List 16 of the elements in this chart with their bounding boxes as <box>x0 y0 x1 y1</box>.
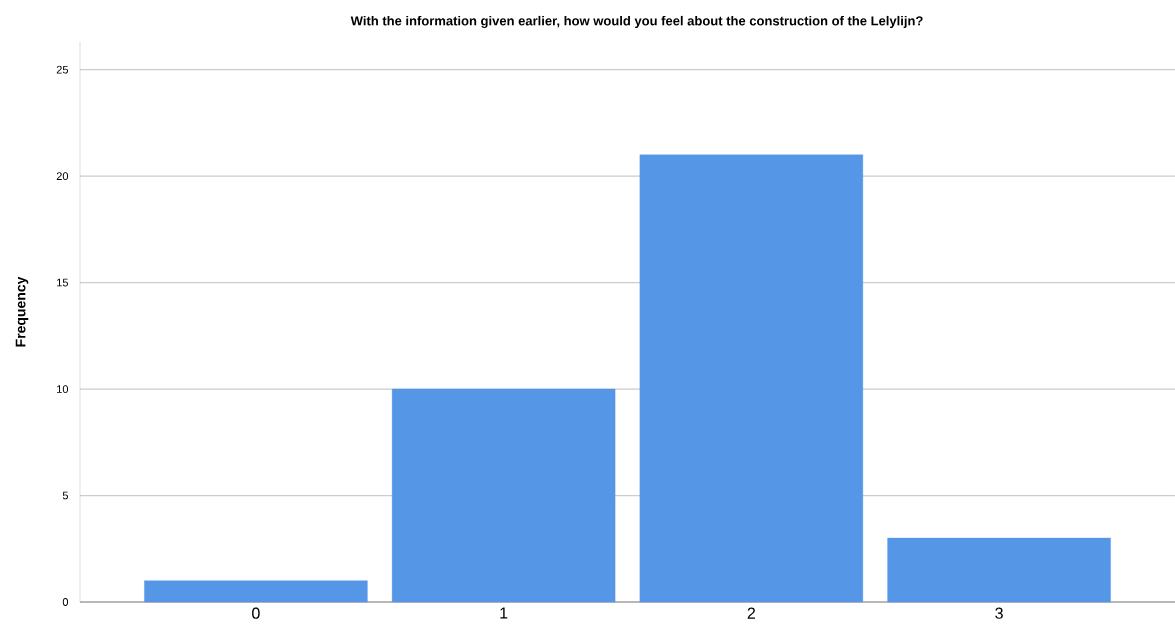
x-tick-label: 0 <box>252 607 260 619</box>
y-tick-label: 5 <box>62 491 69 500</box>
y-axis-title: Frequency <box>15 276 29 347</box>
y-tick-label: 15 <box>57 278 69 287</box>
x-tick-label: 3 <box>995 607 1003 619</box>
chart-title: With the information given earlier, how would you feel about the construction of the Lelylijn? <box>350 15 923 29</box>
x-tick-label: 2 <box>747 607 755 619</box>
bar <box>144 580 368 603</box>
x-tick-label: 1 <box>500 607 508 619</box>
y-tick-label: 20 <box>56 172 69 181</box>
y-tick-label: 25 <box>56 65 69 74</box>
bar <box>391 388 616 603</box>
y-tick-label: 10 <box>57 385 69 393</box>
y-tick-label: 0 <box>62 598 69 606</box>
bar <box>887 537 1111 603</box>
bar <box>639 154 864 603</box>
